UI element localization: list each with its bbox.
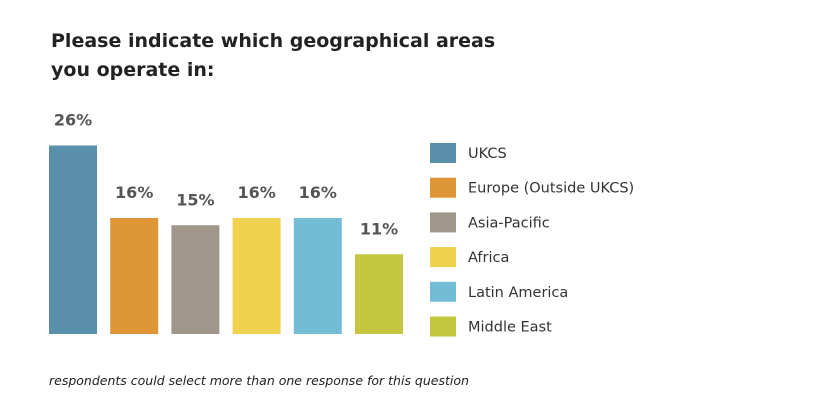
legend-swatch-4 [430,281,456,302]
legend-swatch-5 [430,316,456,337]
data-label-5: 11% [360,219,398,238]
bar-4 [293,218,342,334]
bar-2 [171,225,220,334]
legend-label-5: Middle East [468,320,552,336]
legend-swatch-2 [430,212,456,233]
legend-label-4: Latin America [468,285,568,301]
bar-3 [232,218,281,334]
data-label-4: 16% [299,183,337,202]
data-label-3: 16% [237,183,275,202]
legend-label-0: UKCS [468,146,507,162]
bar-5 [355,254,403,334]
legend-label-3: Africa [468,250,509,266]
data-label-0: 26% [54,111,92,130]
legend-swatch-0 [430,143,456,163]
bar-0 [49,145,97,334]
legend-swatch-1 [430,177,456,198]
chart-title: Please indicate which geographical areas… [51,30,496,81]
data-label-1: 16% [115,183,153,202]
data-label-2: 15% [176,190,214,209]
legend-swatch-3 [430,247,456,268]
legend-label-2: Asia-Pacific [468,215,550,231]
legend-label-1: Europe (Outside UKCS) [468,181,634,197]
bar-1 [110,218,159,334]
footnote: respondents could select more than one r… [49,373,469,388]
